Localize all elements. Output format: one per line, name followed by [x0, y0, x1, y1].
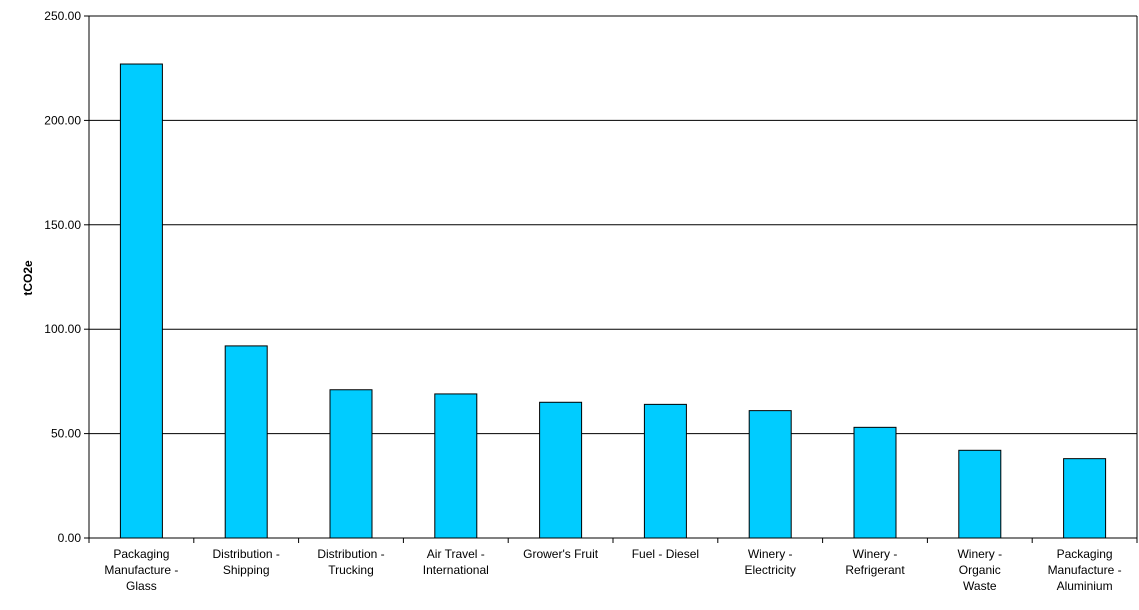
bar	[853, 426, 897, 539]
y-tick-label: 150.00	[44, 218, 81, 232]
y-axis-title: tCO2e	[21, 260, 35, 296]
x-category-label: Distribution -Shipping	[213, 547, 280, 577]
x-category-label: Distribution -Trucking	[317, 547, 384, 577]
bar	[958, 449, 1002, 539]
y-tick-label: 100.00	[44, 322, 81, 336]
bar	[434, 393, 478, 539]
bar	[1063, 458, 1107, 539]
x-category-label: Grower's Fruit	[523, 547, 599, 561]
bar	[539, 401, 583, 539]
x-category-label: Air Travel -International	[423, 547, 489, 577]
x-category-label: Winery -Refrigerant	[845, 547, 905, 577]
x-category-labels: Packaging Manufacture -Glass Distribution …	[104, 547, 1121, 593]
axes	[84, 15, 1138, 543]
x-category-label: Packaging Manufacture -Aluminium	[1048, 547, 1122, 593]
bar	[748, 410, 792, 539]
y-tick-label: 50.00	[51, 427, 81, 441]
x-category-label: Fuel - Diesel	[632, 547, 699, 561]
x-category-label: Winery -Electricity	[745, 547, 796, 577]
bar	[643, 403, 687, 539]
bar	[224, 345, 268, 539]
y-tick-label: 0.00	[58, 531, 82, 545]
y-tick-label: 250.00	[44, 9, 81, 23]
bar	[329, 389, 373, 539]
x-category-label: Packaging Manufacture -Glass	[104, 547, 178, 593]
bars	[119, 63, 1107, 539]
y-tick-labels: 0.00 50.00 100.00 150.00 200.00 250.00	[44, 9, 81, 545]
x-category-label: Winery -Organic Waste	[957, 547, 1002, 593]
bar	[119, 63, 163, 539]
y-tick-label: 200.00	[44, 113, 81, 127]
